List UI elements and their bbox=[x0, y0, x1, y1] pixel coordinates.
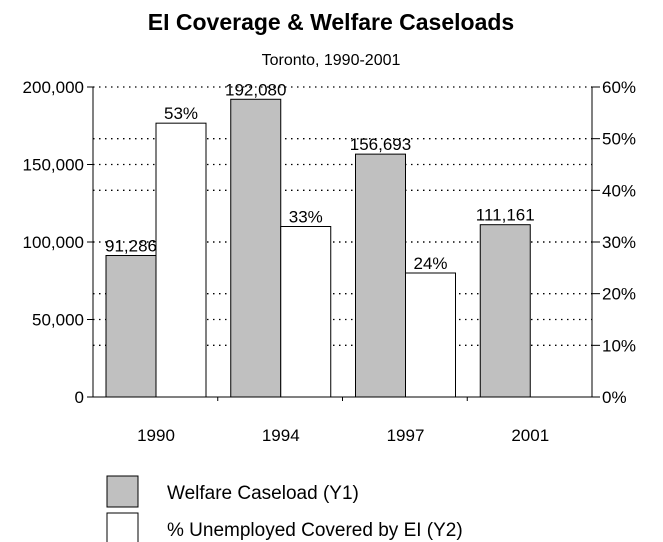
bar-0-1994 bbox=[230, 98, 282, 398]
y-left-tick-label-0: 0 bbox=[75, 388, 84, 407]
legend: Welfare Caseload (Y1) % Unemployed Covere… bbox=[106, 475, 463, 542]
axes: 0 50,000 100,000 150,000 200,000 0% 10% 20% 30% 4… bbox=[23, 78, 636, 445]
chart-title: EI Coverage & Welfare Caseloads bbox=[148, 9, 514, 35]
bar-1-1997 bbox=[405, 272, 456, 398]
x-tick-label-1994: 1994 bbox=[262, 426, 300, 445]
legend-label-1: % Unemployed Covered by EI (Y2) bbox=[167, 520, 463, 541]
bar-1-1994 bbox=[280, 226, 332, 398]
x-tick-label-1990: 1990 bbox=[137, 426, 175, 445]
bar-0-1997 bbox=[355, 153, 406, 398]
y-right-tick-label-4: 40% bbox=[602, 181, 636, 200]
legend-swatch-1 bbox=[106, 512, 139, 542]
chart-subtitle: Toronto, 1990-2001 bbox=[262, 52, 401, 69]
legend-label-0: Welfare Caseload (Y1) bbox=[167, 483, 359, 504]
bar-0-1990 bbox=[105, 255, 157, 398]
y-right-tick-label-1: 10% bbox=[602, 336, 636, 355]
y-right-tick-label-3: 30% bbox=[602, 233, 636, 252]
data-label-1-1994: 33% bbox=[289, 208, 323, 227]
data-label-1-1990: 53% bbox=[164, 104, 198, 123]
y-left-tick-label-4: 200,000 bbox=[23, 78, 84, 97]
data-label-0-1990: 91,286 bbox=[105, 237, 157, 256]
bars bbox=[105, 98, 531, 398]
x-tick-label-1997: 1997 bbox=[387, 426, 425, 445]
data-label-0-2001: 111,161 bbox=[476, 206, 535, 225]
data-label-0-1997: 156,693 bbox=[350, 135, 411, 154]
x-tick-label-2001: 2001 bbox=[511, 426, 549, 445]
y-right-tick-label-0: 0% bbox=[602, 388, 627, 407]
y-right-tick-label-6: 60% bbox=[602, 78, 636, 97]
y-left-tick-label-3: 150,000 bbox=[23, 156, 84, 175]
data-labels: 91,286 53% 192,080 33% 156,693 24% 111,161 bbox=[105, 80, 535, 273]
y-left-tick-label-2: 100,000 bbox=[23, 233, 84, 252]
y-left-tick-label-1: 50,000 bbox=[32, 311, 84, 330]
data-label-0-1994: 192,080 bbox=[225, 80, 286, 99]
legend-swatch-0 bbox=[106, 475, 139, 508]
bar-1-1990 bbox=[155, 122, 207, 398]
y-right-tick-label-5: 50% bbox=[602, 130, 636, 149]
data-label-1-1997: 24% bbox=[413, 254, 447, 273]
y-right-tick-label-2: 20% bbox=[602, 285, 636, 304]
bar-0-2001 bbox=[479, 224, 531, 398]
